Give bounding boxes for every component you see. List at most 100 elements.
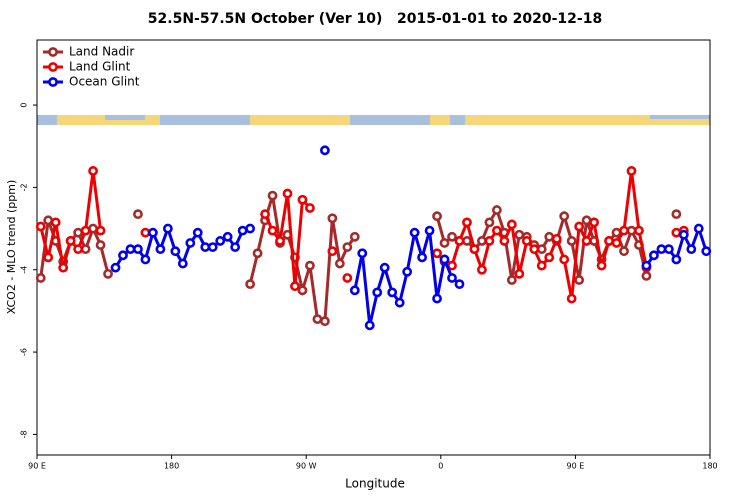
point [469, 244, 480, 255]
y-tick-label: -2 [20, 183, 29, 191]
point [222, 231, 233, 242]
map-water [350, 115, 430, 125]
point [50, 217, 61, 228]
point [43, 252, 54, 263]
map-water [160, 115, 250, 125]
series [110, 145, 712, 331]
point [73, 227, 84, 238]
point [364, 320, 375, 331]
point [155, 244, 166, 255]
point [327, 246, 338, 257]
point [297, 285, 308, 296]
legend-label: Land Nadir [69, 45, 134, 59]
point [529, 244, 540, 255]
point [559, 254, 570, 265]
point [506, 275, 517, 285]
point [80, 244, 91, 255]
point [185, 238, 196, 248]
point [678, 229, 689, 240]
point [215, 236, 226, 246]
series [35, 190, 682, 327]
point [170, 246, 181, 257]
point [536, 244, 547, 255]
point [581, 215, 592, 226]
y-axis-label: XCO2 - MLO trend (ppm) [5, 180, 18, 315]
point [230, 242, 241, 252]
legend-label: Ocean Glint [69, 75, 140, 89]
point [544, 231, 555, 242]
point [95, 225, 106, 236]
y-tick-label: -8 [20, 430, 29, 438]
point [514, 268, 525, 279]
point [581, 236, 592, 246]
point [95, 240, 106, 250]
point [88, 166, 98, 176]
point [207, 242, 218, 252]
point [432, 211, 442, 222]
point [454, 236, 465, 246]
point [424, 225, 435, 236]
legend-label: Land Glint [69, 60, 131, 74]
point [65, 236, 76, 246]
point [611, 227, 622, 238]
point [177, 258, 188, 269]
point [499, 236, 510, 246]
point [491, 225, 502, 236]
x-axis-label: Longitude [345, 477, 405, 491]
point [319, 145, 330, 156]
map-water [105, 115, 145, 120]
point [297, 194, 308, 205]
point [566, 293, 577, 304]
y-tick-label: -4 [20, 266, 29, 274]
legend-item: Land Glint [43, 60, 131, 74]
point [43, 215, 54, 226]
point [641, 260, 652, 271]
plot-frame [36, 39, 711, 456]
point [133, 244, 143, 255]
point [626, 225, 637, 236]
series-line [39, 219, 110, 279]
point [544, 252, 555, 263]
point [596, 260, 607, 271]
x-tick-label: 0 [438, 462, 443, 471]
point [447, 231, 457, 242]
point [477, 264, 487, 275]
point [409, 227, 420, 238]
point [35, 221, 46, 232]
point [133, 209, 143, 220]
point [305, 203, 315, 213]
point [611, 238, 622, 248]
legend-marker [48, 62, 58, 72]
map-strip [37, 115, 710, 125]
point [439, 238, 450, 248]
point [671, 254, 682, 265]
point [656, 244, 667, 255]
point [671, 209, 682, 220]
point [260, 209, 270, 220]
point [551, 233, 562, 244]
point [252, 248, 263, 259]
point [88, 223, 98, 234]
map-water [450, 115, 465, 125]
point [349, 231, 360, 242]
point [379, 262, 390, 273]
point [275, 236, 285, 246]
point [663, 244, 674, 255]
point [432, 293, 442, 304]
point [432, 248, 442, 259]
point [484, 217, 495, 228]
point [80, 225, 91, 236]
point [58, 262, 69, 273]
point [200, 242, 211, 252]
point [290, 281, 300, 292]
point [35, 273, 46, 283]
point [73, 244, 84, 255]
point [701, 246, 712, 257]
point [282, 188, 293, 199]
x-tick-label: 180 [702, 462, 717, 471]
point [349, 285, 360, 296]
point [319, 316, 330, 327]
point [148, 227, 158, 238]
point [506, 219, 517, 230]
